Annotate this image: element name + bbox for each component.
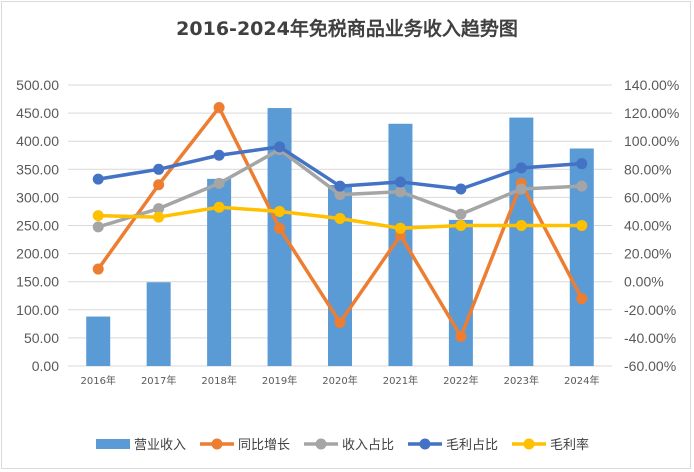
legend-label: 毛利率 [550, 437, 589, 453]
x-tick-label: 2024年 [564, 374, 599, 387]
y-left-tick-label: 500.00 [16, 77, 59, 93]
x-tick-label: 2018年 [201, 374, 236, 387]
y-right-tick-label: 0.00% [624, 274, 664, 290]
x-tick-label: 2022年 [443, 374, 478, 387]
data-point [274, 222, 286, 234]
y-left-tick-label: 200.00 [16, 246, 59, 262]
data-point [394, 222, 406, 234]
data-point [334, 180, 346, 192]
data-point [92, 210, 104, 222]
y-left-tick-label: 300.00 [16, 189, 59, 205]
data-point [515, 162, 527, 174]
x-tick-label: 2019年 [262, 374, 297, 387]
y-right-tick-label: 100.00% [624, 133, 679, 149]
data-point [153, 211, 165, 223]
y-right-tick-label: 80.00% [624, 161, 671, 177]
data-point [213, 101, 225, 113]
data-point [455, 330, 467, 342]
data-point [92, 263, 104, 275]
legend-swatch [96, 439, 130, 449]
data-point [334, 316, 346, 328]
bar [146, 282, 171, 366]
legend-label: 收入占比 [342, 438, 394, 453]
data-point [515, 183, 527, 195]
data-point [576, 180, 588, 192]
y-right-tick-label: -40.00% [624, 330, 676, 346]
legend-marker [419, 438, 431, 450]
legend-marker [315, 438, 327, 450]
legend-marker [211, 438, 223, 450]
data-point [576, 293, 588, 305]
data-point [213, 201, 225, 213]
data-point [576, 220, 588, 231]
y-left-tick-label: 0.00 [32, 358, 59, 374]
data-point [455, 183, 467, 195]
x-tick-label: 2016年 [80, 374, 115, 387]
y-left-tick-label: 450.00 [16, 105, 59, 121]
data-point [334, 212, 346, 224]
data-point [213, 177, 225, 189]
y-left-tick-label: 100.00 [16, 302, 59, 318]
bar [328, 185, 352, 366]
data-point [394, 176, 406, 188]
y-left-tick-label: 150.00 [16, 274, 59, 290]
y-right-tick-label: 60.00% [624, 189, 671, 205]
data-point [455, 208, 467, 220]
bar [86, 316, 111, 366]
data-point [274, 141, 286, 153]
x-tick-label: 2017年 [141, 374, 176, 387]
x-tick-label: 2020年 [322, 374, 357, 387]
legend-label: 毛利占比 [446, 438, 498, 453]
data-point [92, 173, 104, 185]
legend-marker [523, 438, 535, 450]
data-point [153, 163, 165, 175]
bar [448, 219, 473, 366]
y-left-tick-label: 350.00 [16, 161, 59, 177]
data-point [576, 158, 588, 170]
legend-label: 营业收入 [134, 438, 186, 453]
data-point [274, 205, 286, 217]
y-right-tick-label: -20.00% [624, 302, 676, 318]
bar [509, 117, 534, 366]
legend-label: 同比增长 [238, 438, 290, 453]
y-right-tick-label: 140.00% [624, 77, 679, 93]
y-right-tick-label: 120.00% [624, 105, 679, 121]
data-point [153, 179, 165, 191]
data-point [153, 203, 165, 215]
y-left-tick-label: 250.00 [16, 218, 59, 234]
chart-title: 2016-2024年免税商品业务收入趋势图 [176, 18, 518, 40]
y-left-tick-label: 50.00 [24, 330, 59, 346]
y-right-tick-label: -60.00% [624, 358, 676, 374]
data-point [213, 149, 225, 161]
data-point [92, 221, 104, 233]
data-point [515, 220, 527, 231]
y-left-tick-label: 400.00 [16, 133, 59, 149]
data-point [394, 186, 406, 198]
x-tick-label: 2023年 [504, 374, 539, 387]
data-point [334, 189, 346, 201]
data-point [455, 220, 467, 231]
y-right-tick-label: 20.00% [624, 246, 671, 262]
y-right-tick-label: 40.00% [624, 218, 671, 234]
x-tick-label: 2021年 [383, 374, 418, 387]
